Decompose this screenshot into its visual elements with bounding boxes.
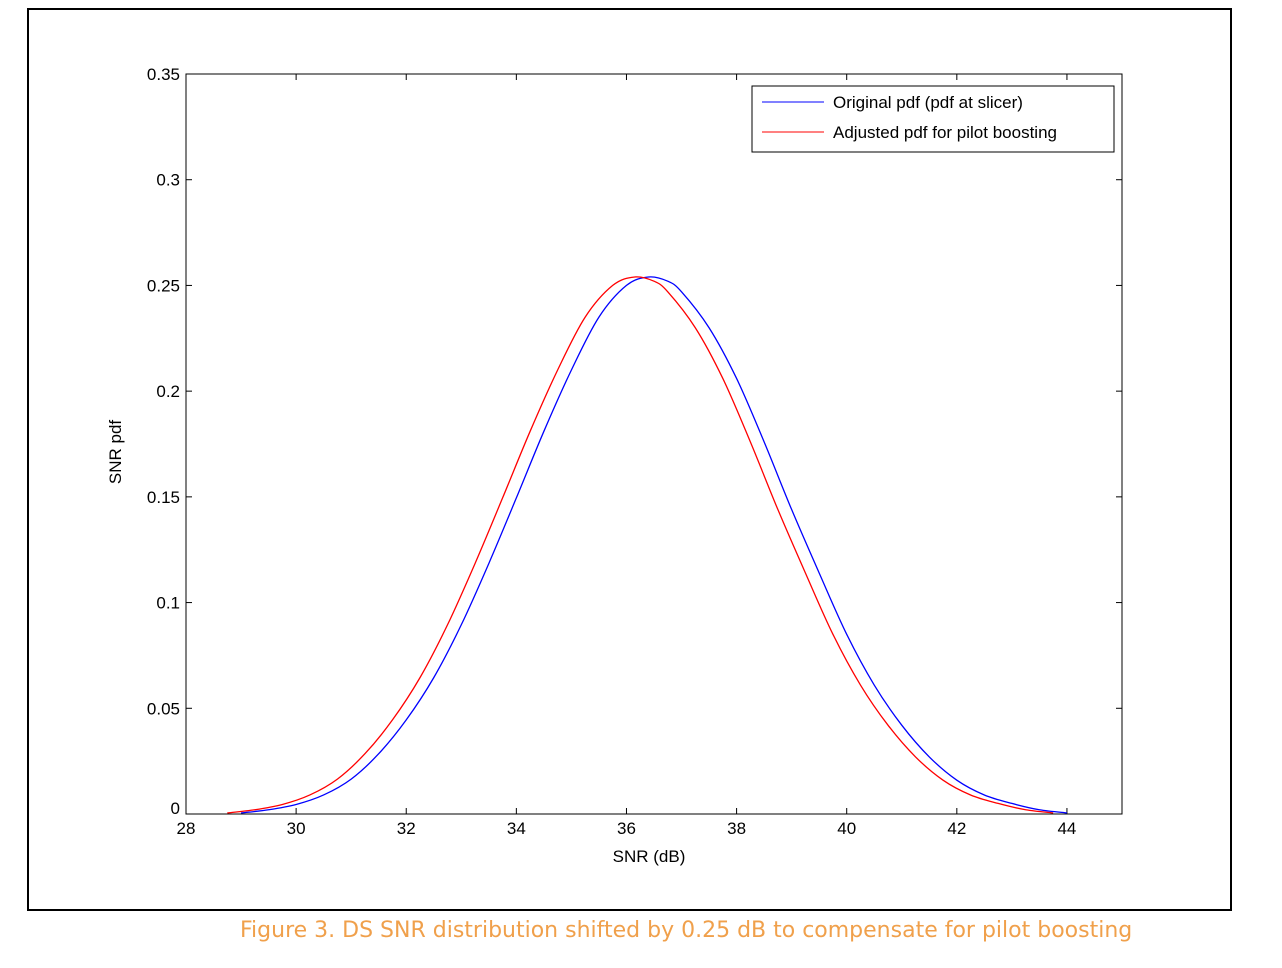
figure-caption: Figure 3. DS SNR distribution shifted by… bbox=[240, 918, 1133, 943]
y-tick-label: 0.3 bbox=[156, 171, 180, 190]
x-tick-label: 42 bbox=[947, 819, 966, 838]
legend: Original pdf (pdf at slicer) Adjusted pd… bbox=[751, 85, 1115, 153]
x-tick-label: 30 bbox=[287, 819, 306, 838]
x-axis-label: SNR (dB) bbox=[613, 847, 686, 866]
y-tick-label: 0.1 bbox=[156, 594, 180, 613]
legend-label-original: Original pdf (pdf at slicer) bbox=[833, 93, 1023, 112]
legend-box bbox=[751, 85, 1115, 153]
y-tick-label: 0.05 bbox=[147, 699, 180, 718]
x-tick-label: 36 bbox=[617, 819, 636, 838]
series-layer bbox=[227, 276, 1068, 814]
legend-label-adjusted: Adjusted pdf for pilot boosting bbox=[833, 123, 1057, 142]
y-tick-label: 0.35 bbox=[147, 65, 180, 84]
x-tick-label: 44 bbox=[1057, 819, 1076, 838]
x-tick-label: 38 bbox=[727, 819, 746, 838]
x-tick-label: 34 bbox=[507, 819, 526, 838]
y-tick-label: 0 bbox=[171, 799, 180, 818]
y-tick-label: 0.25 bbox=[147, 276, 180, 295]
y-axis-label: SNR pdf bbox=[106, 420, 125, 485]
ticks-layer: 28 30 32 34 36 38 40 42 44 0 0.05 0.1 0.15 0.2 0.25 0.3… bbox=[147, 65, 1122, 838]
x-tick-label: 28 bbox=[177, 819, 196, 838]
series-line-original bbox=[240, 276, 1068, 814]
figure-frame bbox=[27, 8, 1232, 911]
axes-box bbox=[185, 73, 1123, 815]
x-tick-label: 40 bbox=[837, 819, 856, 838]
x-tick-label: 32 bbox=[397, 819, 416, 838]
y-tick-label: 0.2 bbox=[156, 382, 180, 401]
y-tick-label: 0.15 bbox=[147, 488, 180, 507]
series-line-adjusted bbox=[227, 276, 1054, 814]
